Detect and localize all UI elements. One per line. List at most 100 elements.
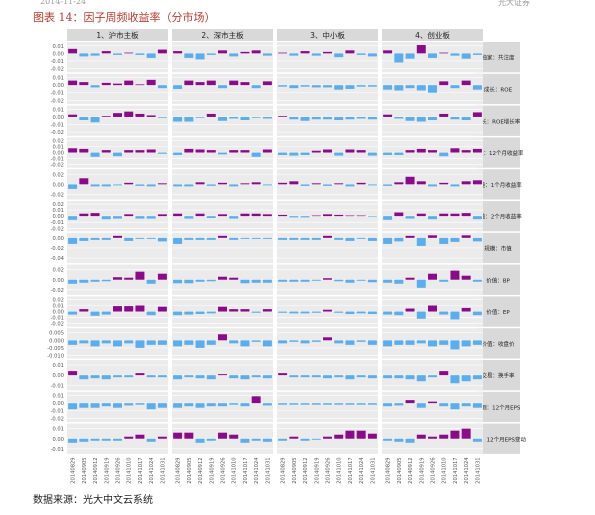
bar [405,277,415,280]
bar [251,213,261,217]
bar [323,403,332,405]
bar [356,237,366,239]
bar [416,213,426,217]
bar [428,53,437,58]
x-tick-label: 20140926 [116,457,122,483]
x-tick-label: 20141024 [149,457,155,484]
bar [184,432,194,439]
x-tick-label: 20141010 [127,457,133,483]
bar [173,116,183,122]
bar [289,85,299,89]
bar [90,85,100,88]
row-strip-label: 价值：收盘价 [481,340,515,348]
y-tick-label: 0.01 [52,303,64,309]
x-tick-label: 20140912 [408,457,414,483]
bar [311,85,321,88]
bar [240,403,250,407]
bar [472,279,482,282]
x-tick-label: 20141031 [160,457,166,483]
bar [90,340,100,347]
bar [356,150,366,153]
bar [345,184,355,187]
bar [195,53,205,60]
bar [68,340,78,345]
bar [472,112,482,117]
bar [206,340,216,345]
row-strip [476,137,520,168]
bar [113,83,122,86]
bar [195,213,205,217]
bar [173,184,183,187]
bar [439,113,449,117]
bar [173,340,183,347]
bar [383,375,393,379]
bar [367,279,377,283]
bar [383,403,393,407]
bar [334,279,344,282]
bar [218,50,227,54]
bar [428,216,437,220]
bar [124,237,134,241]
bar [461,235,471,238]
bar [135,113,145,117]
bar [278,311,288,313]
bar [146,311,156,316]
bar [184,116,194,122]
bar [184,237,194,240]
bar [289,375,299,378]
column-strip-label: 2、深市主板 [201,30,244,40]
x-tick-label: 20140829 [176,457,182,483]
bar [383,311,393,315]
column-strip [67,29,168,41]
bar [300,51,310,54]
bar [206,403,216,407]
bar [345,50,355,54]
bar [428,305,437,312]
bar [79,438,89,442]
row-strip-label: 动量：12个月收益率 [473,149,524,157]
bar [135,237,145,239]
bar [450,340,460,350]
bar [394,212,404,217]
bar [113,306,122,312]
bar [416,237,426,246]
bar [157,214,167,217]
bar [383,438,393,441]
row-strip [476,264,520,295]
y-tick-label: 0.02 [52,138,64,144]
bar [439,403,449,407]
bar [229,116,239,119]
bar [345,85,355,89]
bar [416,434,426,439]
x-tick-label: 20140829 [281,457,287,483]
bar [229,80,239,86]
y-tick-label: -0.01 [51,91,64,97]
bar [195,279,205,282]
bar [289,53,299,56]
y-tick-label: -0.02 [51,192,64,198]
column-strip [172,29,273,41]
row-strip [476,232,520,264]
bar [68,184,78,189]
bar [278,116,288,117]
x-tick-label: 20141024 [254,457,260,484]
bar [101,340,111,344]
facet-panel [277,391,378,423]
facet-panel [382,105,483,136]
bar [240,213,250,217]
bar [251,396,261,404]
bar [240,279,250,284]
bar [240,183,250,185]
bar [90,438,100,441]
bar [113,438,122,441]
bar [251,375,261,378]
bar [146,184,156,187]
y-tick-label: 0.005 [49,331,64,337]
bar [383,50,393,54]
bar [173,279,183,284]
bar [195,182,205,185]
bar [383,340,393,347]
bar [218,374,227,376]
bar [90,375,100,379]
